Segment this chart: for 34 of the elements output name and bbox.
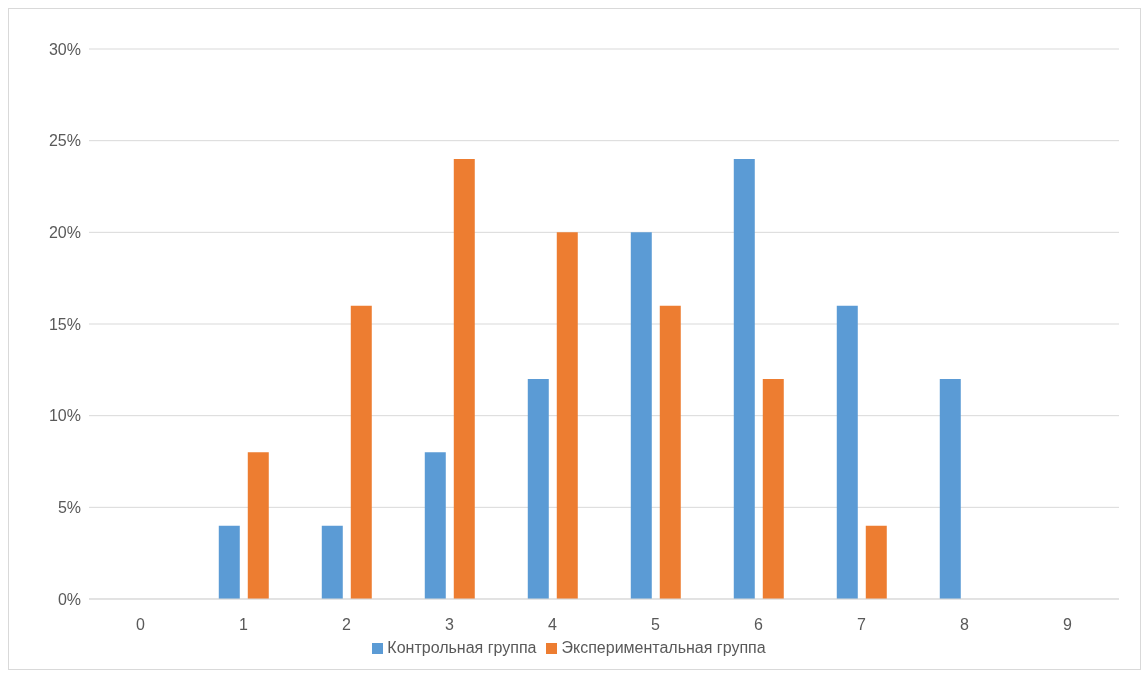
x-tick-label: 9	[1063, 616, 1073, 634]
y-tick-label: 15%	[48, 315, 81, 333]
bar	[424, 452, 446, 599]
x-tick-label: 8	[960, 616, 970, 634]
y-tick-label: 10%	[48, 407, 81, 425]
x-tick-label: 3	[445, 616, 455, 634]
bar	[321, 525, 343, 599]
bar	[630, 232, 652, 599]
bar	[865, 525, 887, 599]
y-tick-label: 30%	[48, 40, 81, 58]
bar	[733, 159, 755, 599]
bar	[247, 452, 269, 599]
bar	[218, 525, 240, 599]
x-tick-label: 7	[857, 616, 867, 634]
y-tick-label: 5%	[57, 499, 81, 517]
bar	[939, 379, 961, 599]
bar	[762, 379, 784, 599]
bar	[527, 379, 549, 599]
bar	[556, 232, 578, 599]
y-tick-label: 20%	[48, 224, 81, 242]
x-tick-label: 0	[136, 616, 146, 634]
bar	[350, 305, 372, 599]
y-tick-label: 25%	[48, 132, 81, 150]
bar	[659, 305, 681, 599]
legend-label: Контрольная группа	[387, 639, 537, 656]
bar	[453, 159, 475, 599]
bar	[836, 305, 858, 599]
x-tick-label: 1	[239, 616, 249, 634]
x-tick-label: 2	[342, 616, 352, 634]
x-tick-label: 5	[651, 616, 661, 634]
x-tick-label: 6	[754, 616, 764, 634]
x-tick-label: 4	[548, 616, 558, 634]
y-tick-label: 0%	[57, 590, 81, 608]
legend-label: Экспериментальная группа	[561, 639, 766, 656]
